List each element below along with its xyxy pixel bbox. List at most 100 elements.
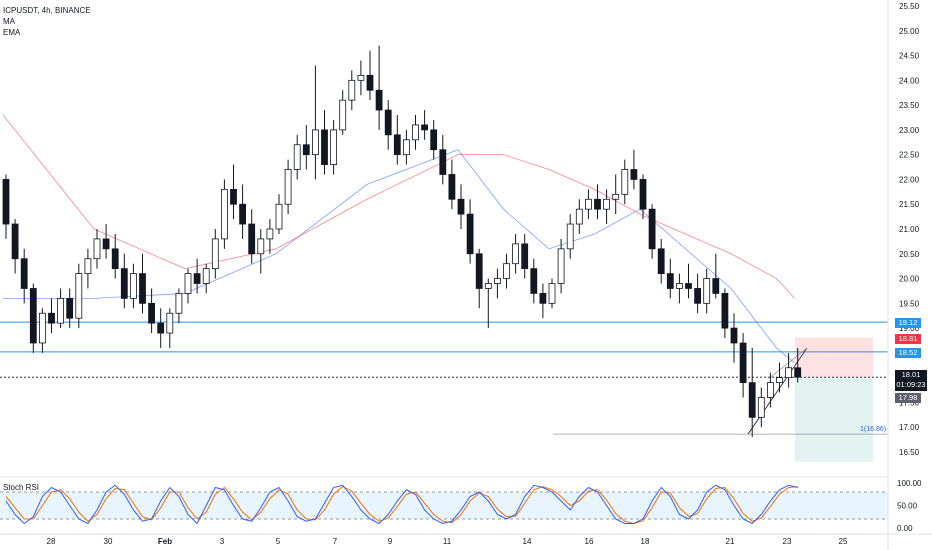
price-tick-label: 23.00	[899, 126, 920, 135]
time-tick-label: 16	[585, 537, 594, 546]
candle-down	[29, 288, 37, 344]
candle-down	[694, 288, 701, 304]
price-tick-label: 19.50	[899, 299, 920, 308]
candle-up	[211, 238, 219, 270]
candle-down	[685, 283, 692, 289]
level-badge-lower: 18.52	[895, 348, 921, 358]
candle-up	[402, 139, 410, 156]
candle-down	[366, 74, 374, 91]
candle-down	[448, 174, 456, 200]
time-tick-label: 23	[783, 537, 792, 546]
candle-down	[521, 243, 529, 270]
candle-down	[739, 342, 747, 384]
candle-up	[493, 278, 501, 284]
candle-down	[230, 188, 237, 205]
time-tick-label: 9	[388, 537, 393, 546]
time-tick-label: 30	[104, 537, 113, 546]
candle-up	[75, 273, 83, 319]
candle-up	[484, 283, 492, 289]
candle-up	[293, 144, 301, 170]
ema-indicator-label[interactable]: EMA	[3, 28, 21, 37]
price-tick-label: 19.00	[899, 324, 920, 333]
candle-down	[193, 273, 201, 284]
stop-zone	[795, 337, 873, 378]
candle-down	[457, 198, 465, 215]
time-tick-label: 11	[443, 537, 452, 546]
candle-down	[539, 293, 547, 304]
price-tick-label: 17.00	[899, 423, 920, 432]
rsi-tick-label: 50.00	[897, 502, 918, 511]
candle-up	[676, 283, 683, 289]
candle-down	[384, 109, 392, 136]
candle-up	[284, 169, 292, 205]
candle-down	[321, 129, 328, 165]
candle-up	[357, 74, 365, 81]
candle-up	[503, 263, 510, 279]
bar-countdown: 01:09:23	[896, 380, 926, 389]
candle-down	[730, 327, 738, 344]
candle-up	[257, 238, 265, 255]
candle-up	[585, 198, 592, 210]
ema-line	[2, 114, 795, 299]
time-tick-label: 28	[47, 537, 56, 546]
time-tick-label: Feb	[158, 537, 172, 546]
candle-down	[393, 134, 401, 156]
rsi-k-line	[5, 484, 798, 525]
candle-up	[202, 268, 210, 284]
stoch-rsi-label[interactable]: Stoch RSI	[3, 483, 40, 492]
candle-up	[175, 293, 183, 314]
rsi-tick-label: 0.00	[897, 524, 913, 533]
price-tick-label: 25.00	[899, 27, 920, 36]
candle-up	[266, 228, 274, 240]
candle-down	[466, 213, 474, 255]
candle-down	[102, 238, 110, 250]
ma-indicator-label[interactable]: MA	[3, 17, 15, 26]
candle-down	[120, 268, 128, 299]
target-zone	[795, 377, 873, 462]
level-badge-upper: 19.12	[895, 318, 921, 328]
candle-up	[57, 297, 64, 324]
time-tick-label: 14	[523, 537, 532, 546]
candle-down	[421, 124, 429, 131]
candle-up	[330, 129, 338, 165]
candle-up	[412, 124, 419, 141]
candle-up	[621, 169, 629, 195]
prev-price-badge: 17.98	[895, 393, 921, 403]
ma-line	[3, 149, 795, 364]
candle-down	[748, 382, 756, 418]
candle-up	[767, 382, 774, 398]
candle-up	[785, 367, 792, 379]
price-tick-label: 16.50	[899, 448, 920, 457]
price-tick-label: 22.50	[899, 151, 920, 160]
rsi-tick-label: 100.00	[897, 479, 922, 488]
candle-down	[530, 268, 538, 294]
candle-down	[712, 278, 720, 294]
candle-up	[566, 223, 574, 250]
symbol-title: ICPUSDT, 4h, BINANCE	[3, 6, 91, 15]
time-tick-label: 21	[726, 537, 735, 546]
rsi-band	[0, 492, 888, 519]
candle-down	[439, 149, 447, 175]
candle-down	[639, 179, 647, 210]
time-tick-label: 18	[641, 537, 650, 546]
candle-up	[129, 273, 137, 299]
candle-up	[776, 377, 783, 384]
candle-down	[475, 253, 483, 289]
candle-down	[594, 198, 601, 210]
candle-down	[11, 223, 19, 260]
candle-up	[339, 99, 347, 131]
price-tick-label: 21.00	[899, 225, 920, 234]
candle-down	[648, 208, 656, 250]
price-tick-label: 20.50	[899, 250, 920, 259]
candle-down	[666, 273, 674, 289]
time-tick-label: 25	[839, 537, 848, 546]
candle-down	[239, 203, 247, 225]
candle-up	[84, 258, 92, 275]
candle-down	[148, 302, 156, 324]
candle-up	[311, 129, 319, 156]
time-tick-label: 3	[220, 537, 225, 546]
candle-up	[557, 248, 565, 284]
price-tick-label: 21.50	[899, 200, 920, 209]
candle-down	[248, 223, 256, 255]
